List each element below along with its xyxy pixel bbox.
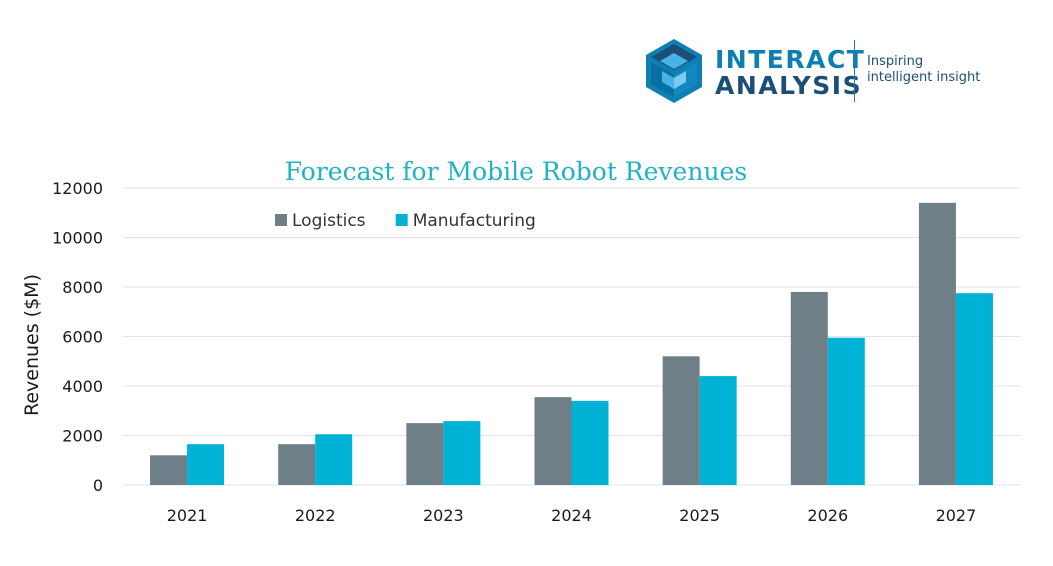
y-tick-label-1: 2000 <box>62 427 103 446</box>
x-axis-tick-labels: 2021 2022 2023 2024 2025 2026 2027 <box>167 506 977 525</box>
legend: Logistics Manufacturing <box>275 211 536 231</box>
y-tick-label-3: 6000 <box>62 328 103 347</box>
bar-manufacturing-2025 <box>699 376 737 485</box>
bar-logistics-2027 <box>918 202 956 485</box>
brand-tagline-line-2: intelligent insight <box>867 70 981 85</box>
brand-name-line-2: ANALYSIS <box>715 71 863 100</box>
x-tick-label-2022: 2022 <box>295 506 336 525</box>
chart-title: Forecast for Mobile Robot Revenues <box>285 157 747 186</box>
interact-analysis-logo-icon <box>646 39 702 103</box>
legend-label-logistics: Logistics <box>292 211 366 231</box>
bar-manufacturing-2024 <box>571 400 609 485</box>
x-tick-label-2021: 2021 <box>167 506 208 525</box>
bar-logistics-2022 <box>278 444 316 485</box>
x-tick-label-2026: 2026 <box>807 506 848 525</box>
y-tick-label-4: 8000 <box>62 278 103 297</box>
bar-manufacturing-2022 <box>315 434 353 485</box>
bar-manufacturing-2027 <box>955 293 993 485</box>
brand-name-line-1: INTERACT <box>715 45 866 74</box>
bar-manufacturing-2021 <box>187 444 225 485</box>
brand-header: INTERACT ANALYSIS Inspiring intelligent … <box>645 38 1005 108</box>
x-tick-label-2025: 2025 <box>679 506 720 525</box>
brand-divider <box>854 40 855 102</box>
bar-logistics-2021 <box>150 455 188 485</box>
bar-manufacturing-2023 <box>443 421 481 485</box>
x-tick-label-2027: 2027 <box>936 506 977 525</box>
brand-tagline-line-1: Inspiring <box>867 54 924 69</box>
legend-swatch-logistics <box>275 214 287 226</box>
bar-logistics-2023 <box>406 423 444 485</box>
y-axis-title: Revenues ($M) <box>21 274 43 416</box>
x-tick-label-2024: 2024 <box>551 506 592 525</box>
bar-manufacturing-2026 <box>827 337 865 485</box>
y-tick-label-0: 0 <box>93 476 103 495</box>
legend-swatch-manufacturing <box>395 214 408 226</box>
bar-logistics-2025 <box>662 356 700 485</box>
x-tick-label-2023: 2023 <box>423 506 464 525</box>
bar-logistics-2026 <box>790 291 828 485</box>
legend-label-manufacturing: Manufacturing <box>413 211 536 231</box>
bars <box>150 202 993 485</box>
y-axis-tick-labels: 0 2000 4000 6000 8000 10000 12000 <box>52 179 103 495</box>
y-tick-label-5: 10000 <box>52 229 103 248</box>
y-tick-label-2: 4000 <box>62 377 103 396</box>
bar-logistics-2024 <box>534 397 572 485</box>
y-tick-label-6: 12000 <box>52 179 103 198</box>
